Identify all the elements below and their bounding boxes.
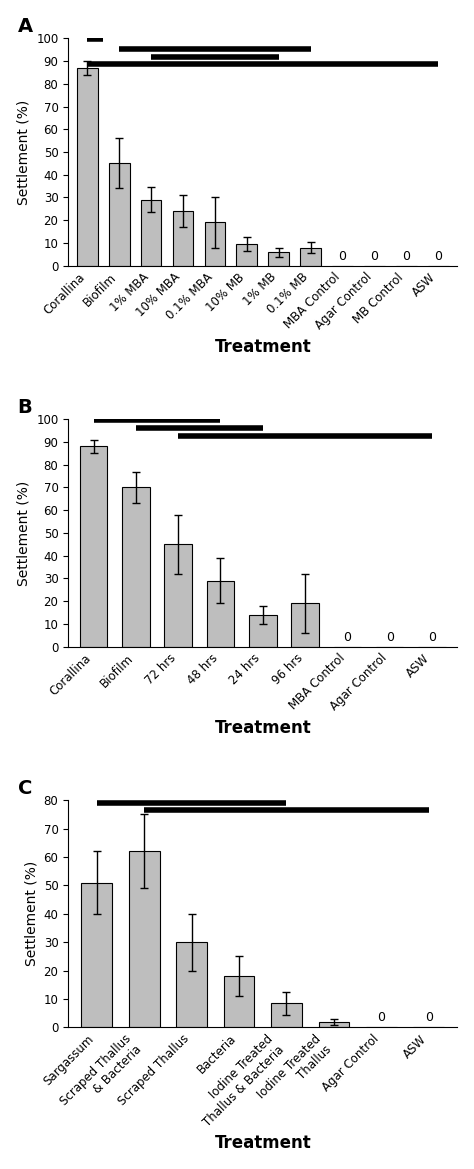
Bar	[271, 1003, 302, 1028]
Bar	[141, 200, 162, 265]
Y-axis label: Settlement (%): Settlement (%)	[24, 862, 38, 967]
Bar	[176, 942, 207, 1028]
Bar	[300, 248, 321, 265]
Bar	[237, 244, 257, 265]
Text: 0: 0	[338, 250, 346, 263]
Text: 0: 0	[343, 631, 351, 644]
Text: C: C	[18, 779, 32, 797]
Bar	[80, 447, 107, 646]
Text: B: B	[18, 397, 32, 417]
Bar	[224, 976, 255, 1028]
Y-axis label: Settlement (%): Settlement (%)	[17, 480, 31, 586]
X-axis label: Treatment: Treatment	[214, 338, 311, 355]
Bar	[319, 1022, 349, 1028]
Bar	[207, 581, 234, 646]
Bar	[249, 615, 276, 646]
Bar	[268, 253, 289, 265]
Bar	[129, 851, 160, 1028]
Text: 0: 0	[386, 631, 394, 644]
Text: 0: 0	[377, 1011, 385, 1024]
Bar	[205, 222, 225, 265]
Bar	[77, 68, 98, 265]
Text: 0: 0	[428, 631, 436, 644]
Text: A: A	[18, 18, 33, 36]
Bar	[109, 164, 129, 265]
Text: 0: 0	[425, 1011, 433, 1024]
X-axis label: Treatment: Treatment	[214, 719, 311, 736]
Bar	[173, 212, 193, 265]
Y-axis label: Settlement (%): Settlement (%)	[17, 99, 31, 205]
Bar	[122, 487, 150, 646]
Text: 0: 0	[370, 250, 378, 263]
Bar	[81, 883, 112, 1028]
Bar	[292, 603, 319, 646]
Text: 0: 0	[402, 250, 410, 263]
X-axis label: Treatment: Treatment	[214, 1134, 311, 1153]
Bar	[164, 545, 192, 646]
Text: 0: 0	[434, 250, 442, 263]
